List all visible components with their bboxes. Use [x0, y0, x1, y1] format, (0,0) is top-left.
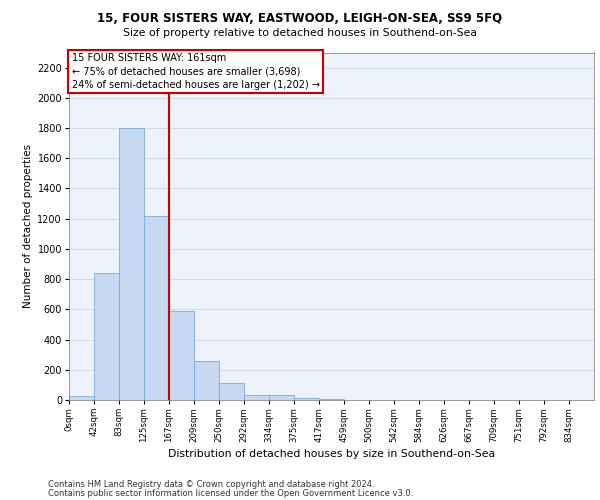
Text: Contains public sector information licensed under the Open Government Licence v3: Contains public sector information licen…	[48, 488, 413, 498]
Text: Contains HM Land Registry data © Crown copyright and database right 2024.: Contains HM Land Registry data © Crown c…	[48, 480, 374, 489]
Bar	[244, 394, 269, 400]
Bar	[319, 399, 344, 400]
Bar	[69, 396, 94, 400]
Bar	[269, 396, 294, 400]
Text: 15, FOUR SISTERS WAY, EASTWOOD, LEIGH-ON-SEA, SS9 5FQ: 15, FOUR SISTERS WAY, EASTWOOD, LEIGH-ON…	[97, 12, 503, 26]
Bar	[169, 311, 194, 400]
Text: Size of property relative to detached houses in Southend-on-Sea: Size of property relative to detached ho…	[123, 28, 477, 38]
Bar	[119, 128, 144, 400]
Bar	[294, 398, 319, 400]
Bar	[219, 384, 244, 400]
Text: 15 FOUR SISTERS WAY: 161sqm
← 75% of detached houses are smaller (3,698)
24% of : 15 FOUR SISTERS WAY: 161sqm ← 75% of det…	[71, 53, 320, 90]
Bar	[144, 216, 169, 400]
Y-axis label: Number of detached properties: Number of detached properties	[23, 144, 33, 308]
Bar	[194, 362, 219, 400]
X-axis label: Distribution of detached houses by size in Southend-on-Sea: Distribution of detached houses by size …	[168, 449, 495, 459]
Bar	[94, 273, 119, 400]
